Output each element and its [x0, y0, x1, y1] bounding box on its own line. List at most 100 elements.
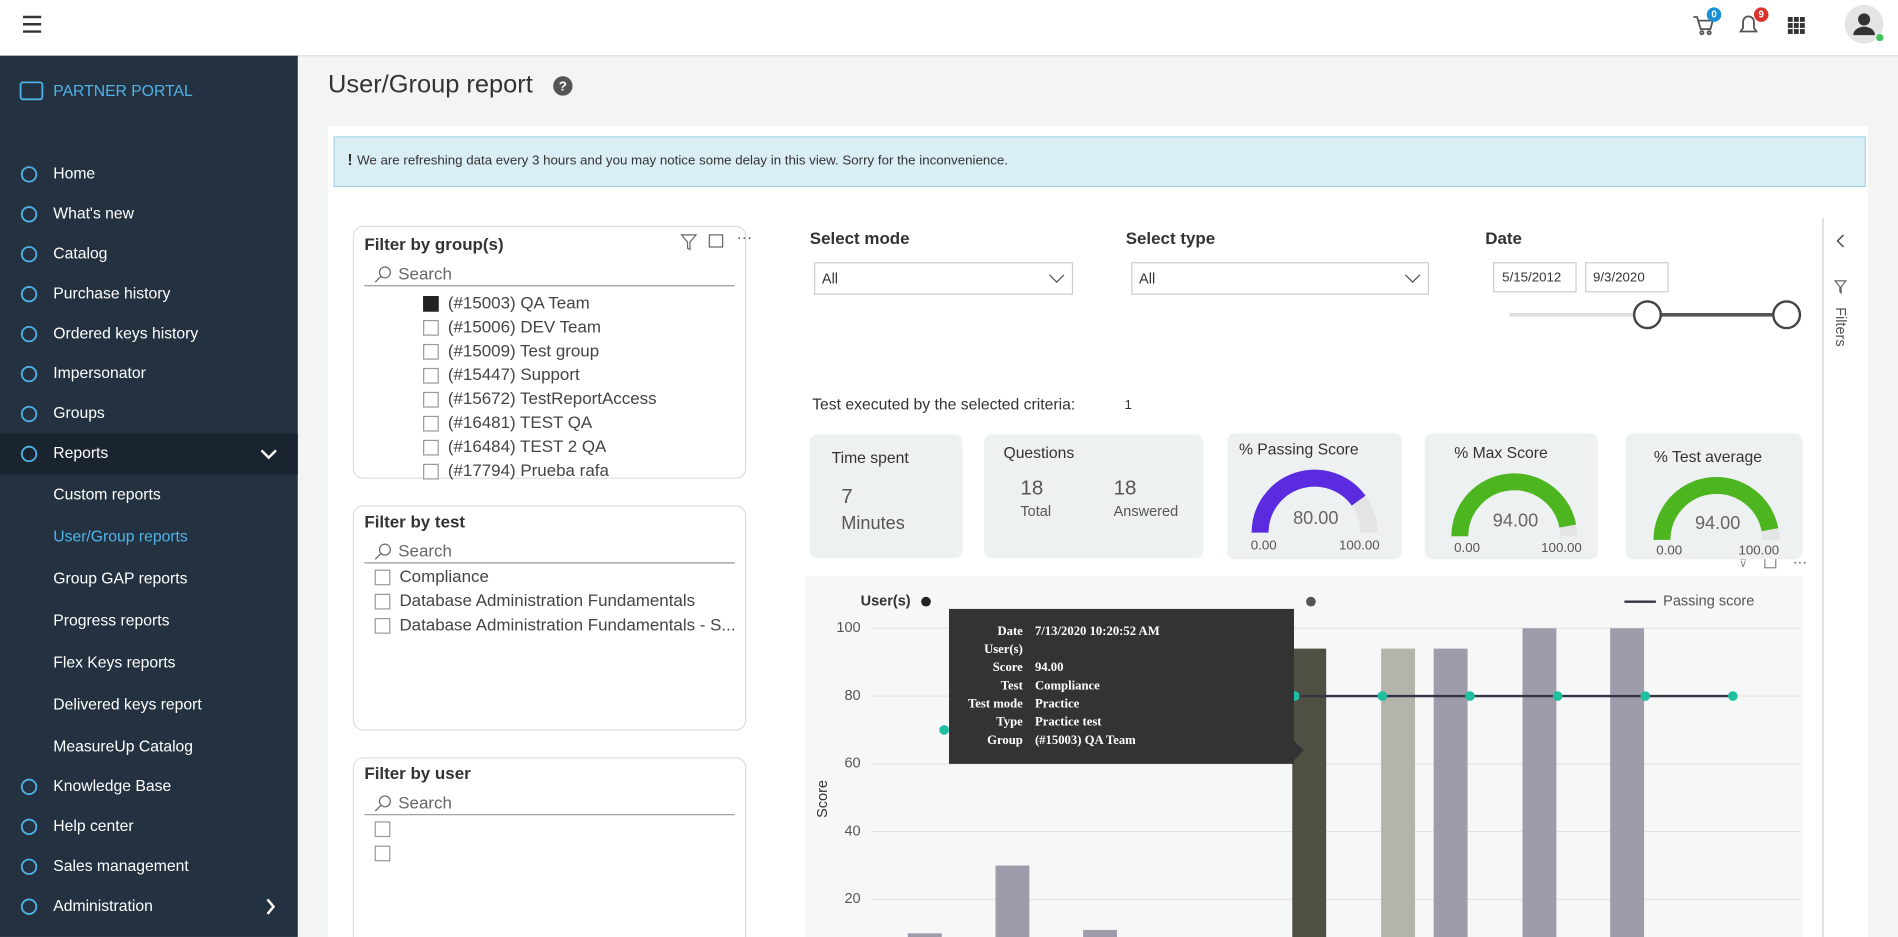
questions-answered-label: Answered	[1114, 504, 1179, 520]
nav-item[interactable]: Sales management	[53, 858, 189, 875]
nav-item[interactable]: What's new	[53, 205, 134, 222]
page-title: User/Group report	[328, 71, 533, 99]
checkbox[interactable]	[423, 439, 439, 456]
submenu-item[interactable]: Progress reports	[53, 612, 169, 629]
gauge-max: 100.00	[1541, 540, 1582, 555]
brand-icon	[19, 81, 44, 101]
nav-icon	[20, 898, 38, 915]
group-item[interactable]: (#16484) TEST 2 QA	[448, 437, 607, 456]
user-filter-title: Filter by user	[364, 764, 471, 783]
bar	[1610, 628, 1645, 937]
tooltip-label: Test mode	[968, 696, 1023, 710]
gauge-title: % Test average	[1654, 449, 1762, 466]
passing-score-point	[939, 725, 949, 735]
notifications-button[interactable]	[1738, 15, 1759, 33]
group-item[interactable]: (#17794) Prueba rafa	[448, 461, 610, 480]
gauge-min: 0.00	[1251, 537, 1277, 552]
checkbox[interactable]	[423, 319, 439, 336]
filter-icon[interactable]	[680, 234, 698, 251]
checkbox[interactable]	[423, 296, 439, 312]
avatar-body	[1853, 26, 1876, 36]
select-type[interactable]	[1131, 262, 1429, 295]
tooltip-arrow	[1293, 740, 1304, 761]
passing-score-point	[1465, 691, 1475, 701]
group-item[interactable]: (#15672) TestReportAccess	[448, 389, 657, 408]
test-item[interactable]: Database Administration Fundamentals - S…	[399, 615, 735, 634]
questions-total: 18	[1020, 477, 1043, 500]
nav-item[interactable]: Catalog	[53, 245, 107, 262]
focus-icon[interactable]	[708, 234, 724, 248]
y-axis-title: Score	[815, 780, 831, 818]
checkbox[interactable]	[374, 821, 391, 838]
select-type-value: All	[1139, 271, 1155, 287]
search-input[interactable]: Search	[398, 264, 452, 283]
notice-mark: !	[347, 152, 352, 169]
apps-button[interactable]	[1787, 16, 1805, 34]
nav-item[interactable]: Home	[53, 166, 95, 183]
help-icon[interactable]	[553, 76, 573, 96]
nav-item[interactable]: Impersonator	[53, 365, 146, 382]
topbar	[0, 0, 1898, 56]
slider-handle[interactable]	[1772, 300, 1802, 330]
more-icon[interactable]: ···	[737, 230, 753, 247]
bar	[995, 865, 1030, 937]
legend-label: Passing score	[1663, 593, 1754, 609]
criteria-count: 1	[1125, 397, 1132, 412]
tooltip-value: Practice	[1035, 696, 1080, 710]
submenu-item[interactable]: Custom reports	[53, 486, 161, 503]
search-input[interactable]: Search	[398, 793, 452, 812]
nav-item[interactable]: Purchase history	[53, 285, 170, 302]
filters-pane-title[interactable]: Filters	[1832, 307, 1848, 347]
date-to[interactable]	[1585, 262, 1669, 293]
time-unit: Minutes	[841, 513, 905, 533]
date-from[interactable]	[1493, 262, 1577, 293]
checkbox[interactable]	[374, 593, 391, 610]
submenu-item[interactable]: Flex Keys reports	[53, 654, 175, 671]
menu-button[interactable]	[22, 15, 42, 33]
nav-icon	[20, 365, 38, 383]
select-mode-value: All	[822, 271, 838, 287]
slider-handle[interactable]	[1632, 300, 1662, 330]
nav-item[interactable]: Ordered keys history	[53, 325, 198, 342]
nav-icon	[20, 246, 38, 263]
questions-title: Questions	[1003, 445, 1074, 462]
checkbox[interactable]	[374, 569, 391, 586]
tooltip-label: Score	[993, 660, 1023, 674]
checkbox[interactable]	[374, 845, 391, 862]
checkbox[interactable]	[374, 617, 391, 634]
submenu-item[interactable]: Group GAP reports	[53, 570, 187, 587]
group-filter-box	[352, 225, 747, 479]
nav-item[interactable]: Reports	[53, 445, 108, 462]
filters-collapse[interactable]	[1836, 234, 1845, 248]
group-item[interactable]: (#15009) Test group	[448, 341, 599, 360]
passing-score-point	[1640, 691, 1651, 701]
search-input[interactable]: Search	[398, 541, 452, 560]
submenu-item[interactable]: Delivered keys report	[53, 696, 202, 713]
submenu-item[interactable]: MeasureUp Catalog	[53, 738, 193, 755]
group-item[interactable]: (#15447) Support	[448, 365, 580, 384]
nav-item[interactable]: Administration	[53, 898, 153, 915]
checkbox[interactable]	[423, 415, 439, 432]
test-item[interactable]: Compliance	[399, 567, 488, 586]
group-item[interactable]: (#15006) DEV Team	[448, 317, 601, 336]
checkbox[interactable]	[423, 367, 439, 384]
notice-box	[333, 136, 1866, 188]
group-item[interactable]: (#15003) QA Team	[448, 293, 590, 312]
nav-item[interactable]: Help center	[53, 818, 133, 835]
nav-item[interactable]: Groups	[53, 405, 105, 422]
y-tick-label: 60	[844, 756, 860, 772]
chart-filter-icon[interactable]: ⊽	[1739, 558, 1747, 570]
questions-answered: 18	[1114, 477, 1137, 500]
checkbox[interactable]	[423, 391, 439, 408]
nav-item[interactable]: Knowledge Base	[53, 778, 171, 795]
checkbox[interactable]	[423, 343, 439, 360]
group-item[interactable]: (#16481) TEST QA	[448, 413, 593, 432]
questions-total-label: Total	[1020, 504, 1051, 520]
select-mode[interactable]	[814, 262, 1074, 295]
test-item[interactable]: Database Administration Fundamentals	[399, 591, 695, 610]
submenu-item[interactable]: User/Group reports	[53, 528, 188, 545]
checkbox[interactable]	[423, 463, 439, 480]
bar	[1522, 628, 1557, 937]
filters-pane-icon	[1833, 280, 1848, 295]
